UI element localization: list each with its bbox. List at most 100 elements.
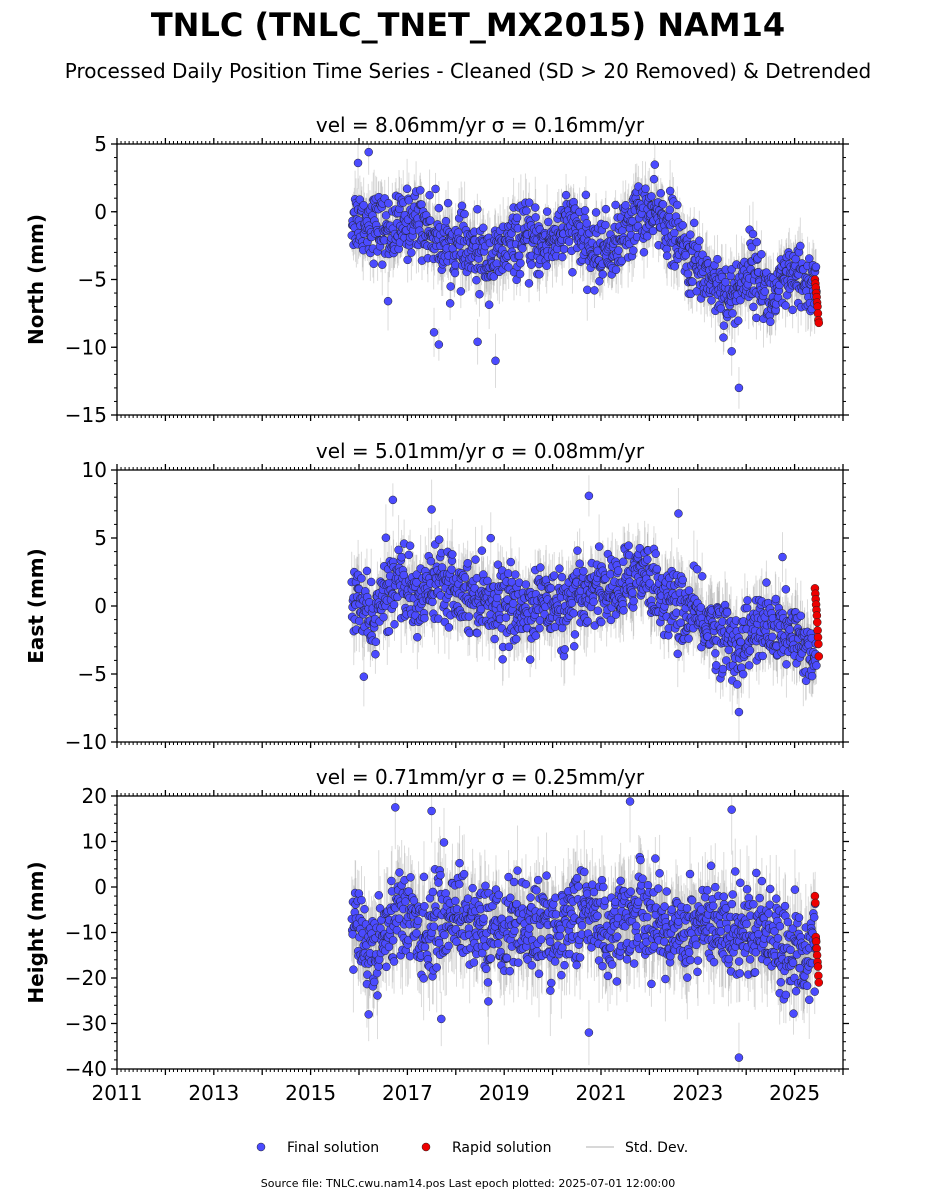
rapid-point <box>814 652 824 661</box>
final-point <box>498 655 507 664</box>
final-point <box>403 255 412 265</box>
final-point <box>580 206 590 215</box>
final-point <box>426 556 436 566</box>
final-point <box>573 546 582 555</box>
final-point <box>405 541 415 550</box>
final-point <box>527 260 536 269</box>
figure-subtitle: Processed Daily Position Time Series - C… <box>65 59 871 83</box>
final-point <box>504 642 514 652</box>
final-point <box>404 196 414 205</box>
panels: −15 −10 −5 0 5 vel = 8.06mm/yr σ = 0.16mm/yr N… <box>24 113 849 1105</box>
final-point <box>371 649 380 659</box>
final-point <box>582 219 592 228</box>
final-point <box>379 612 388 622</box>
final-point <box>744 661 754 670</box>
final-point <box>696 603 706 612</box>
final-point <box>624 541 633 550</box>
final-point <box>595 276 604 286</box>
final-point <box>446 282 455 291</box>
final-point <box>366 577 376 587</box>
final-point <box>752 313 761 323</box>
y-axis-label: North (mm) <box>24 214 48 345</box>
final-point <box>658 200 668 209</box>
final-point <box>557 572 567 582</box>
final-point <box>477 546 487 555</box>
final-point <box>460 573 470 582</box>
final-point <box>584 491 594 501</box>
final-point <box>581 190 591 200</box>
final-point <box>506 557 515 567</box>
final-point <box>448 550 457 559</box>
final-point <box>688 277 697 286</box>
final-point <box>611 200 620 210</box>
final-point <box>404 550 414 560</box>
final-point <box>567 598 577 608</box>
final-point <box>426 216 435 225</box>
final-point <box>518 244 527 253</box>
final-point <box>593 606 603 615</box>
final-point <box>641 184 650 193</box>
final-point <box>371 637 381 647</box>
final-point <box>645 579 655 588</box>
final-point <box>676 618 685 627</box>
final-solution-points <box>347 147 821 393</box>
final-point <box>678 221 687 230</box>
final-point <box>471 555 480 564</box>
final-point <box>732 680 742 689</box>
final-point <box>648 226 658 236</box>
plot-area <box>347 144 824 409</box>
ytick-label: −5 <box>78 268 107 292</box>
final-point <box>441 216 451 226</box>
final-point <box>601 220 610 230</box>
final-point <box>389 600 399 609</box>
final-point <box>569 609 578 618</box>
final-point <box>503 569 513 578</box>
final-point <box>511 570 520 579</box>
final-point <box>463 558 472 568</box>
final-point <box>525 655 535 664</box>
final-point <box>738 669 748 679</box>
final-point <box>511 634 521 644</box>
final-point <box>492 593 502 603</box>
final-point <box>778 552 787 562</box>
final-point <box>771 594 781 604</box>
final-point <box>796 241 805 251</box>
final-point <box>650 160 660 169</box>
final-point <box>594 542 604 551</box>
final-point <box>535 624 544 633</box>
final-point <box>531 213 540 222</box>
final-point <box>359 672 369 681</box>
final-point <box>762 578 771 587</box>
final-point <box>689 218 699 228</box>
final-point <box>516 258 525 268</box>
final-point <box>579 566 588 576</box>
final-point <box>355 616 364 626</box>
final-point <box>549 571 559 580</box>
final-point <box>590 286 599 295</box>
final-point <box>811 262 821 272</box>
final-point <box>583 285 592 295</box>
final-point <box>766 317 775 327</box>
final-point <box>491 356 500 366</box>
final-point <box>707 296 716 305</box>
final-point <box>486 533 496 543</box>
ytick-label: 10 <box>82 458 107 482</box>
final-point <box>619 606 628 615</box>
final-point <box>431 184 440 194</box>
final-point <box>388 495 398 505</box>
final-point <box>697 572 707 581</box>
rapid-solution-points <box>810 275 824 328</box>
final-point <box>665 205 675 215</box>
final-point <box>434 535 444 544</box>
ytick-label: −10 <box>65 730 107 754</box>
final-point <box>560 645 569 654</box>
final-point <box>402 184 412 194</box>
ytick-label: 0 <box>94 200 107 224</box>
final-point <box>490 634 499 644</box>
final-point <box>413 632 422 642</box>
ytick-label: −10 <box>65 335 107 359</box>
final-point <box>639 248 649 257</box>
final-point <box>524 279 534 288</box>
final-point <box>719 333 728 342</box>
